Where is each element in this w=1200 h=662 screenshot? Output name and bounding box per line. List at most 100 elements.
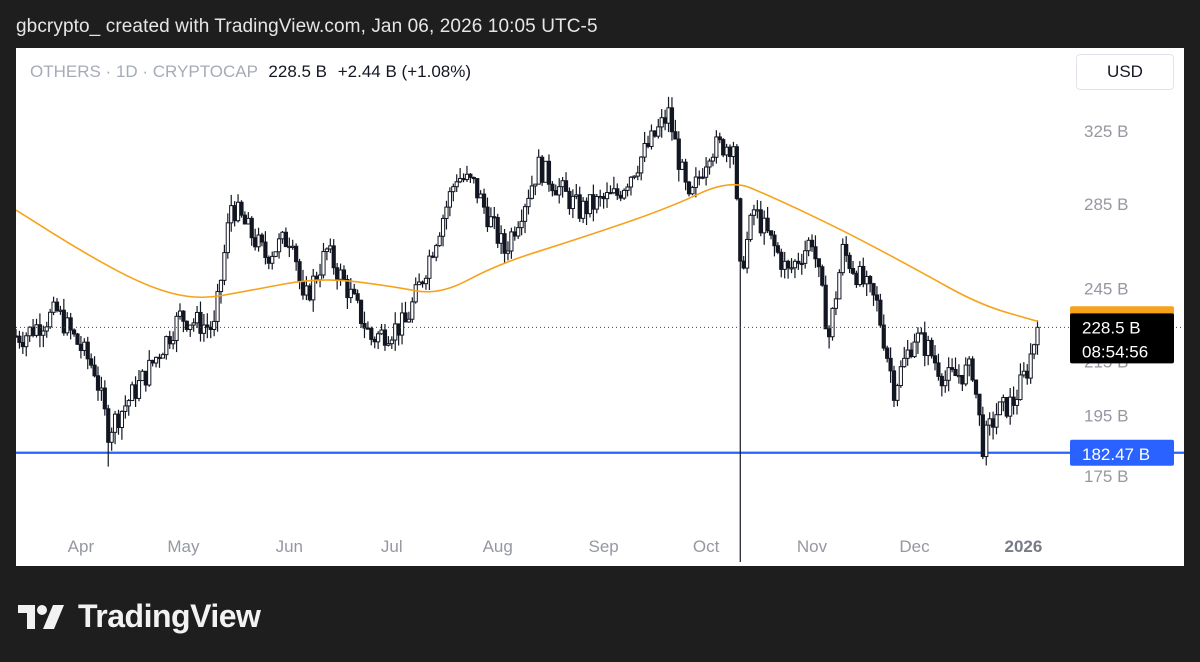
y-tick-label: 325 B [1084,122,1128,141]
candle [358,299,364,328]
x-tick-label: Nov [797,537,828,556]
candle [574,184,579,200]
candle [755,200,760,219]
candle [229,194,234,232]
candle [765,206,770,234]
candle [926,335,931,366]
x-tick-label: Apr [68,537,95,556]
candle [949,358,955,373]
candle [355,289,360,304]
candle [331,239,336,275]
candle [840,238,845,276]
candle [324,247,329,261]
candle [967,356,972,377]
candle [676,131,681,182]
candle [529,175,534,200]
candle [495,213,500,249]
candle [218,279,224,304]
candle [89,353,94,369]
candle [68,312,73,340]
moving-average-line [16,183,1039,323]
candle [604,182,610,208]
candle [396,323,401,346]
candle [112,410,118,445]
currency-button[interactable]: USD [1076,54,1174,90]
candle [683,158,688,191]
candle [205,313,210,339]
candle [352,283,357,295]
candle [847,252,852,274]
candle [1014,389,1020,415]
candle [905,339,910,366]
candle [990,411,996,440]
candle [58,305,63,315]
candle [502,228,507,264]
candle [311,268,316,312]
candle [956,364,962,384]
symbol-legend: OTHERS · 1D · CRYPTOCAP 228.5 B +2.44 B … [30,62,471,82]
svg-text:08:54:56: 08:54:56 [1082,342,1148,361]
candle [389,336,394,350]
x-tick-label: Sep [588,537,618,556]
candle [119,410,125,440]
symbol-name: OTHERS · 1D · CRYPTOCAP [30,62,258,81]
y-tick-label: 175 B [1084,467,1128,486]
candle [908,342,914,359]
candle [857,261,862,287]
x-tick-label: Jul [381,537,403,556]
candle [34,318,39,338]
candle [932,345,938,371]
candle [505,241,511,261]
candle [317,263,323,288]
candle [591,184,596,222]
candle [738,197,743,562]
candle [116,409,121,435]
candle [136,370,142,402]
candle [792,259,798,279]
candle [191,318,196,332]
candle [540,155,545,186]
candle [984,420,989,466]
candle [844,236,849,263]
candle [994,403,999,435]
candle [912,333,917,359]
candle [543,160,548,183]
candle [365,321,370,330]
candle [816,258,821,278]
candle [321,242,326,279]
candle [78,336,84,359]
candle [372,336,377,349]
candle [126,399,131,416]
candle [786,259,791,279]
candle [95,366,101,401]
candle [65,312,70,336]
candle [369,326,374,346]
y-tick-label: 195 B [1084,407,1128,426]
candle [147,350,152,387]
candle [1035,320,1040,355]
x-tick-label: Jun [276,537,303,556]
candle [386,336,391,347]
x-tick-label: 2026 [1005,537,1043,556]
candle [895,383,900,407]
candle [335,262,340,290]
candle [885,345,890,363]
candle [830,307,835,341]
candle [208,321,213,339]
candle [232,201,237,227]
candle [167,330,172,349]
candle [461,173,466,183]
candle [799,253,804,275]
candle [410,297,415,323]
candle [485,197,490,232]
candle [546,154,552,192]
candle [239,200,244,218]
candle [297,258,302,290]
candle [758,200,763,237]
candle [290,239,295,250]
candle [249,216,254,246]
candle [563,172,569,192]
candle [24,332,29,357]
